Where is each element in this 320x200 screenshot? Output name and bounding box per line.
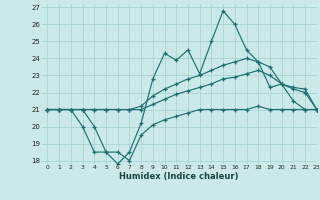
X-axis label: Humidex (Indice chaleur): Humidex (Indice chaleur) <box>119 172 239 181</box>
